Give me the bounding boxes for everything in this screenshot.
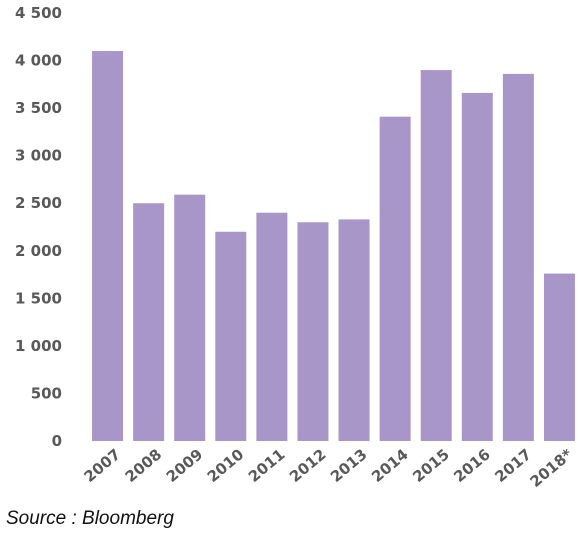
source-note: Source : Bloomberg [6,508,174,529]
bar [338,219,370,441]
x-tick-label: 2015 [409,445,453,486]
y-tick-label: 4 500 [15,4,62,22]
x-tick-label: 2008 [122,445,166,486]
y-tick-label: 2 000 [15,242,62,260]
bar [379,116,411,441]
bar [461,92,493,441]
x-tick-label: 2014 [368,445,412,486]
x-tick-label: 2013 [327,445,371,486]
bar [256,212,288,441]
x-tick-label: 2018* [526,445,576,491]
y-tick-label: 3 000 [15,147,62,165]
y-tick-label: 3 500 [15,99,62,117]
x-tick-label: 2011 [245,445,289,486]
bar [92,51,124,442]
y-tick-label: 1 500 [15,289,62,307]
y-tick-label: 2 500 [15,194,62,212]
bar [133,203,165,441]
x-tick-label: 2016 [450,445,494,486]
bar [543,273,575,441]
x-tick-label: 2009 [163,445,207,486]
y-tick-label: 1 000 [15,337,62,355]
x-tick-label: 2012 [286,445,330,486]
bar [297,222,329,441]
x-axis: 2007200820092010201120122013201420152016… [81,445,577,491]
bar [215,231,247,441]
bar [420,70,452,442]
bar [502,73,534,442]
bar [174,194,206,441]
y-tick-label: 500 [31,384,62,402]
x-tick-label: 2007 [81,445,125,486]
bars [92,51,575,442]
y-tick-label: 4 000 [15,52,62,70]
y-tick-label: 0 [52,432,62,450]
x-tick-label: 2010 [204,445,248,486]
y-axis: 0 500 1 000 1 500 2 000 2 500 3 000 3 500 4 000 4… [15,4,62,450]
